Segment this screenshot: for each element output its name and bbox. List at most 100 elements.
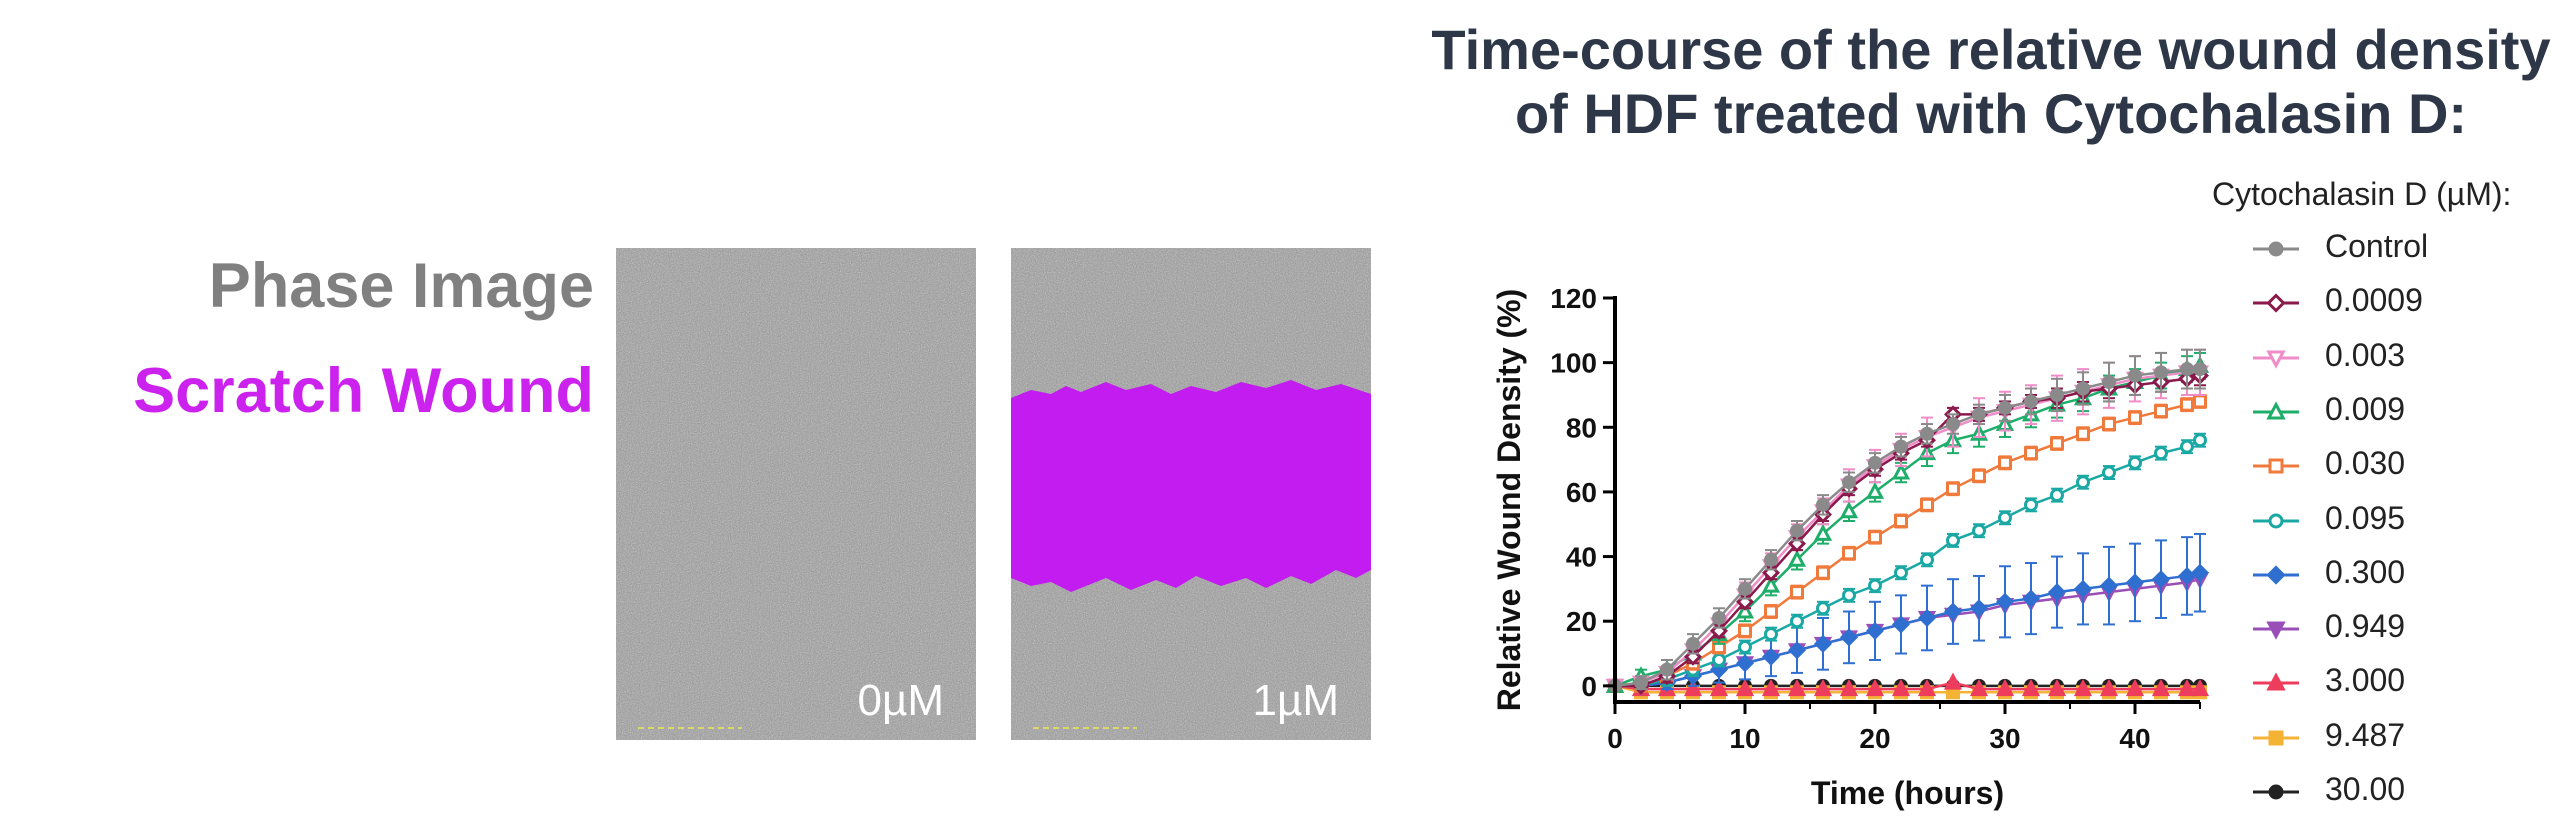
data-point (1813, 679, 1833, 697)
data-point (2076, 381, 2090, 396)
data-point (2100, 576, 2118, 595)
legend-symbol (2266, 401, 2286, 420)
data-point (1920, 552, 1934, 567)
data-point (1917, 679, 1937, 697)
data-point (1868, 530, 1882, 545)
data-point (1839, 679, 1859, 697)
data-point (1943, 672, 1963, 690)
data-point (2073, 679, 2093, 697)
data-point (1787, 549, 1807, 567)
data-point (2074, 579, 2092, 598)
micrograph-panel-1um: 1µM (1011, 248, 1371, 740)
scale-bar (638, 727, 742, 729)
data-point (2190, 679, 2210, 697)
legend-marker (2253, 565, 2299, 585)
data-point (1738, 581, 1752, 596)
data-point (2048, 583, 2066, 602)
legend-symbol (2266, 672, 2286, 691)
data-point (1865, 481, 1885, 499)
legend-symbol (2268, 513, 2284, 528)
data-point (1892, 615, 1910, 634)
scale-bar (1033, 727, 1137, 729)
data-point (1894, 439, 1908, 454)
data-point (1920, 497, 1934, 512)
phase-image-label: Phase Image (208, 251, 594, 321)
data-point (1712, 652, 1726, 667)
data-point (1660, 662, 1674, 677)
legend-marker (2253, 784, 2299, 800)
data-point (1998, 510, 2012, 525)
data-point (1816, 497, 1830, 512)
data-point (2193, 394, 2207, 409)
data-point (1813, 523, 1833, 541)
data-point (1866, 621, 1884, 640)
data-point (1840, 628, 1858, 647)
y-tick-label: 60 (1566, 477, 1597, 508)
data-point (1972, 468, 1986, 483)
data-point (1969, 679, 1989, 697)
legend-label: 3.000 (2325, 662, 2406, 699)
data-point (2193, 362, 2207, 377)
x-tick-label: 20 (1859, 723, 1890, 754)
legend-label: 0.030 (2325, 445, 2406, 482)
data-point (1790, 614, 1804, 629)
data-point (1868, 578, 1882, 593)
x-tick-label: 30 (1989, 723, 2020, 754)
data-point (1894, 514, 1908, 529)
data-point (2102, 417, 2116, 432)
wound-density-plot: 0 20 40 60 80 100 120 0 10 20 30 40 Time (hours) Rela… (1491, 283, 2210, 811)
data-point (1944, 602, 1962, 621)
legend-label: 0.949 (2325, 608, 2406, 645)
x-tick-label: 40 (2119, 723, 2150, 754)
legend-marker (2253, 730, 2299, 746)
micrograph-panel-0um: 0µM (616, 248, 976, 740)
data-point (1764, 552, 1778, 567)
data-point (1946, 481, 1960, 496)
legend-marker (2253, 672, 2299, 691)
data-point (1735, 601, 1755, 619)
data-point (1761, 679, 1781, 697)
legend-symbol (2268, 241, 2284, 257)
data-point (1839, 501, 1859, 519)
data-point (2180, 439, 2194, 454)
data-point (1972, 523, 1986, 538)
data-point (2152, 570, 2170, 589)
phase-texture (616, 248, 976, 740)
data-point (1842, 475, 1856, 490)
scratch-wound-mask (1011, 380, 1371, 592)
data-point (2099, 679, 2119, 697)
legend-label: 0.095 (2325, 499, 2406, 536)
legend-marker (2253, 241, 2299, 257)
data-point (2180, 362, 2194, 377)
y-tick-label: 40 (1566, 542, 1597, 573)
data-point (1891, 462, 1911, 480)
data-point (2128, 410, 2142, 425)
data-point (1738, 623, 1752, 638)
data-point (1634, 675, 1648, 690)
data-point (2177, 679, 2197, 697)
legend-label: Control (2325, 228, 2429, 264)
series-Control (1608, 348, 2207, 693)
data-point (2047, 679, 2067, 697)
data-point (2178, 566, 2196, 585)
legend-marker (2253, 513, 2299, 528)
y-tick-label: 120 (1550, 283, 1597, 314)
scratch-wound-label: Scratch Wound (133, 356, 594, 426)
concentration-label: 0µM (857, 676, 944, 725)
data-point (1972, 407, 1986, 422)
series-3.000 (1605, 672, 2210, 697)
data-point (1686, 636, 1700, 651)
data-point (1683, 679, 1703, 697)
phase-texture (1011, 248, 1371, 740)
data-point (1709, 679, 1729, 697)
data-point (2021, 679, 2041, 697)
data-point (1735, 679, 1755, 697)
data-point (1738, 640, 1752, 655)
data-point (2191, 563, 2209, 582)
data-point (1970, 599, 1988, 618)
legend-symbol (2266, 621, 2286, 640)
legend-label: 0.0009 (2325, 282, 2423, 319)
data-point (1816, 601, 1830, 616)
data-point (2024, 446, 2038, 461)
data-point (1787, 679, 1807, 697)
